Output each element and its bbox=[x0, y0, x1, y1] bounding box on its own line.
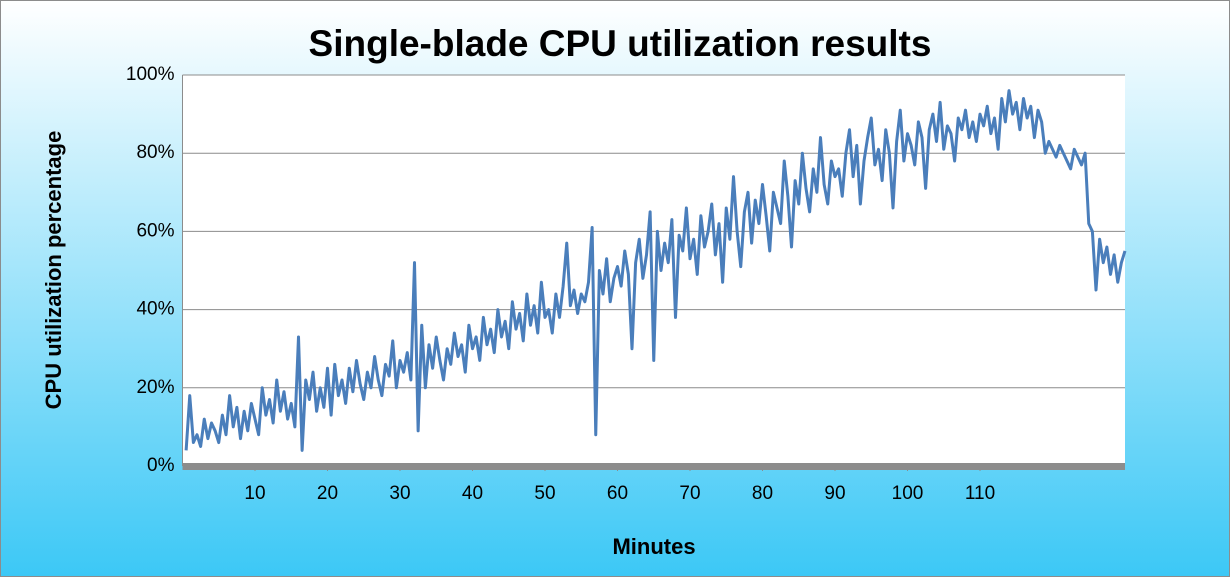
y-tick-label: 80% bbox=[136, 142, 174, 163]
x-tick-label: 20 bbox=[317, 483, 338, 504]
x-tick-label: 60 bbox=[607, 483, 628, 504]
data-line bbox=[184, 89, 1127, 452]
y-tick-label: 60% bbox=[136, 220, 174, 241]
y-tick-label: 0% bbox=[147, 455, 175, 476]
x-tick-label: 90 bbox=[824, 483, 845, 504]
x-tick-label: 30 bbox=[389, 483, 410, 504]
x-tick-label: 40 bbox=[462, 483, 483, 504]
x-axis-bar bbox=[182, 463, 1125, 470]
y-tick-label: 100% bbox=[126, 64, 175, 85]
y-tick-label: 40% bbox=[136, 299, 174, 320]
x-tick-label: 100 bbox=[892, 483, 924, 504]
y-axis-label: CPU utilization percentage bbox=[41, 131, 66, 410]
plot-area bbox=[182, 75, 1125, 466]
x-tick-label: 10 bbox=[244, 483, 265, 504]
x-tick-label: 50 bbox=[534, 483, 555, 504]
x-axis-label: Minutes bbox=[612, 534, 695, 559]
y-tick-label: 20% bbox=[136, 377, 174, 398]
x-tick-label: 70 bbox=[679, 483, 700, 504]
x-tick-label: 110 bbox=[965, 483, 995, 504]
chart-title: Single-blade CPU utilization results bbox=[309, 23, 932, 64]
x-tick-label: 80 bbox=[752, 483, 773, 504]
